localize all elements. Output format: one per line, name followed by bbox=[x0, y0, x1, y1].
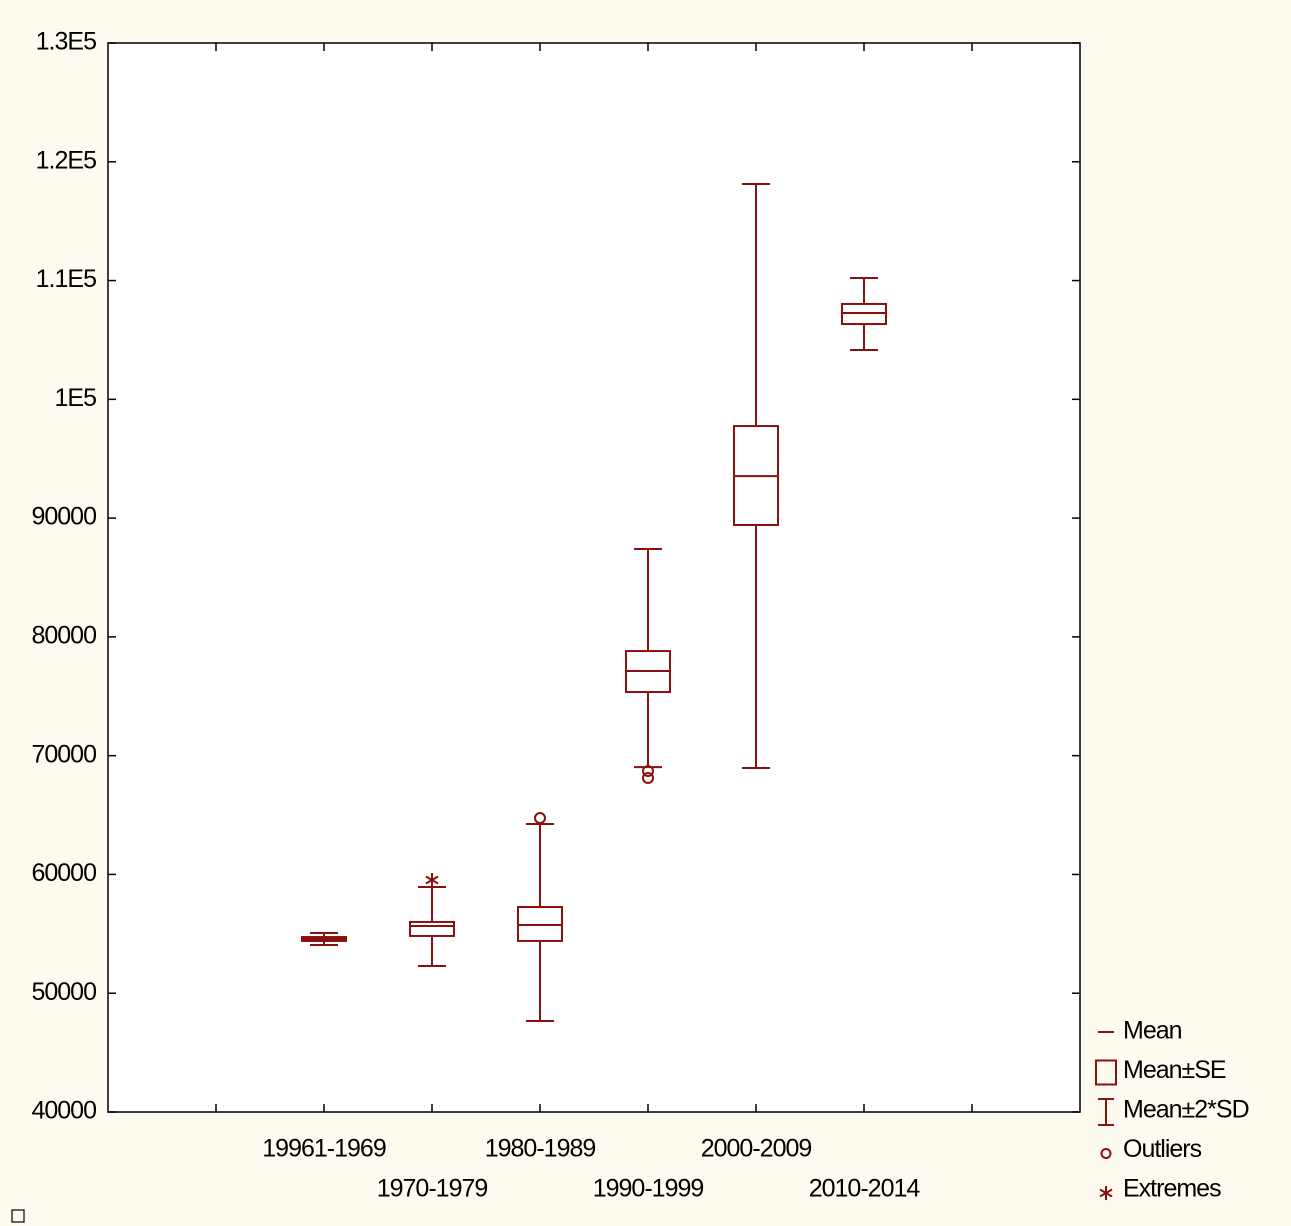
legend-symbol bbox=[1098, 1098, 1114, 1126]
y-tick-label: 80000 bbox=[31, 621, 96, 649]
x-tick-label: 1970-1979 bbox=[377, 1175, 488, 1203]
corner-icon bbox=[11, 1209, 25, 1223]
x-tick-label: 2010-2014 bbox=[809, 1175, 921, 1203]
x-tick-label: 2000-2009 bbox=[701, 1135, 812, 1163]
legend-symbol bbox=[1100, 1148, 1112, 1159]
y-tick-label: 40000 bbox=[31, 1097, 96, 1125]
y-tick-label: 90000 bbox=[31, 503, 96, 531]
extreme-point bbox=[425, 873, 439, 888]
legend-symbol bbox=[1099, 1186, 1113, 1200]
legend-label: Outliers bbox=[1123, 1135, 1202, 1163]
se-box bbox=[409, 920, 455, 937]
legend-label: Mean±2*SD bbox=[1123, 1096, 1249, 1124]
y-tick-label: 1.1E5 bbox=[36, 265, 96, 293]
se-box bbox=[517, 905, 563, 942]
outlier-point bbox=[642, 764, 654, 777]
se-box bbox=[841, 302, 887, 326]
y-tick-label: 1E5 bbox=[55, 384, 97, 412]
x-tick-label: 1990-1999 bbox=[593, 1175, 704, 1203]
outlier-point bbox=[534, 812, 546, 825]
x-tick-label: 1980-1989 bbox=[485, 1135, 596, 1163]
y-tick-label: 70000 bbox=[31, 740, 96, 768]
plot-area bbox=[108, 43, 1080, 1112]
y-tick-label: 1.3E5 bbox=[36, 28, 96, 56]
y-tick-label: 50000 bbox=[31, 978, 96, 1006]
y-tick-label: 1.2E5 bbox=[36, 146, 96, 174]
x-tick-label: 19961-1969 bbox=[262, 1135, 386, 1163]
outlier-point bbox=[642, 771, 654, 784]
y-tick-label: 60000 bbox=[31, 859, 96, 887]
legend-label: Mean bbox=[1123, 1017, 1182, 1045]
legend-label: Mean±SE bbox=[1123, 1056, 1226, 1084]
plot-frame bbox=[107, 42, 1081, 1113]
legend-symbol bbox=[1095, 1059, 1117, 1086]
legend-label: Extremes bbox=[1123, 1175, 1221, 1203]
